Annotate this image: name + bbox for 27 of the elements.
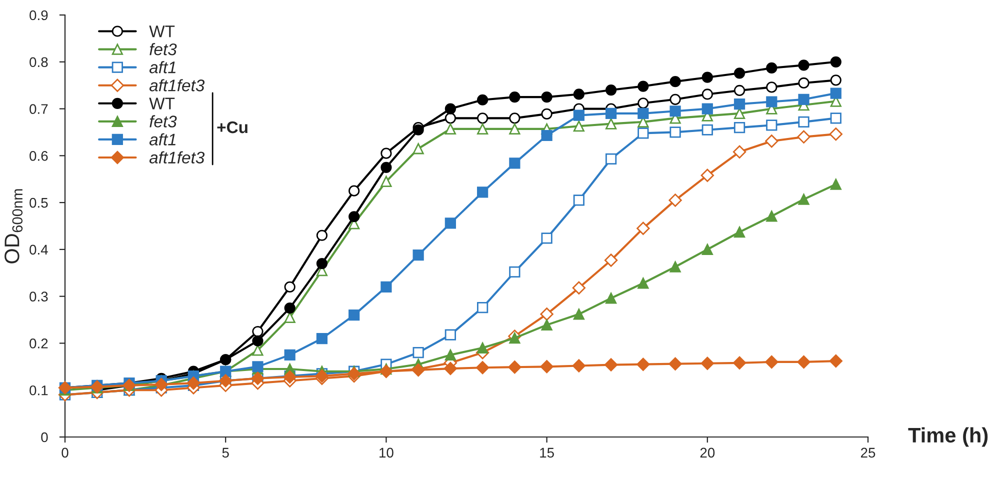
legend-label: aft1fet3 bbox=[149, 79, 205, 92]
x-axis-title: Time (h) bbox=[908, 427, 988, 447]
x-tick-label: 0 bbox=[62, 448, 68, 458]
x-tick-label: 5 bbox=[222, 448, 229, 458]
y-tick-label: 0.1 bbox=[30, 385, 48, 396]
legend-label: aft1 bbox=[149, 61, 176, 74]
legend-label: aft1 bbox=[149, 133, 176, 146]
y-tick-label: 0.5 bbox=[30, 198, 48, 208]
y-axis-title: OD$_{600nm}$ bbox=[4, 189, 23, 264]
y-tick-label: 0 bbox=[41, 432, 48, 442]
x-tick-label: 25 bbox=[860, 448, 876, 458]
y-tick-label: 0.9 bbox=[30, 10, 48, 20]
x-tick-label: 20 bbox=[700, 448, 715, 458]
legend-label: fet3 bbox=[150, 115, 177, 128]
legend-label: aft1fet3 bbox=[149, 151, 205, 164]
y-tick-label: 0.7 bbox=[30, 104, 48, 114]
annotation: +Cu bbox=[217, 121, 248, 134]
y-tick-label: 0.6 bbox=[30, 151, 48, 161]
x-tick-label: 15 bbox=[540, 448, 554, 458]
y-tick-label: 0.3 bbox=[30, 292, 48, 302]
y-tick-label: 0.8 bbox=[30, 57, 48, 68]
legend-label: fet3 bbox=[150, 43, 177, 56]
y-tick-label: 0.4 bbox=[30, 244, 48, 255]
x-tick-label: 10 bbox=[380, 448, 394, 458]
legend-label: WT bbox=[149, 26, 175, 38]
y-tick-label: 0.2 bbox=[30, 338, 48, 348]
legend-label: WT bbox=[149, 98, 175, 110]
